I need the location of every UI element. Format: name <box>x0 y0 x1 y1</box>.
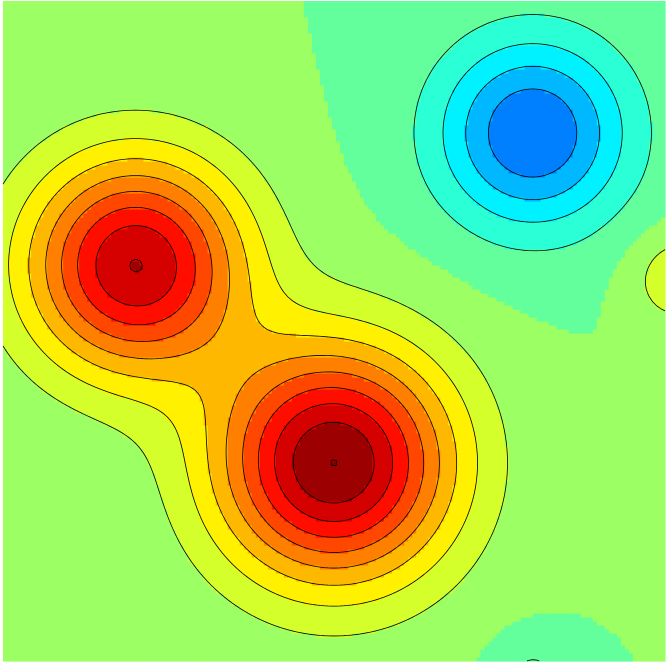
contour-plot <box>0 0 668 668</box>
